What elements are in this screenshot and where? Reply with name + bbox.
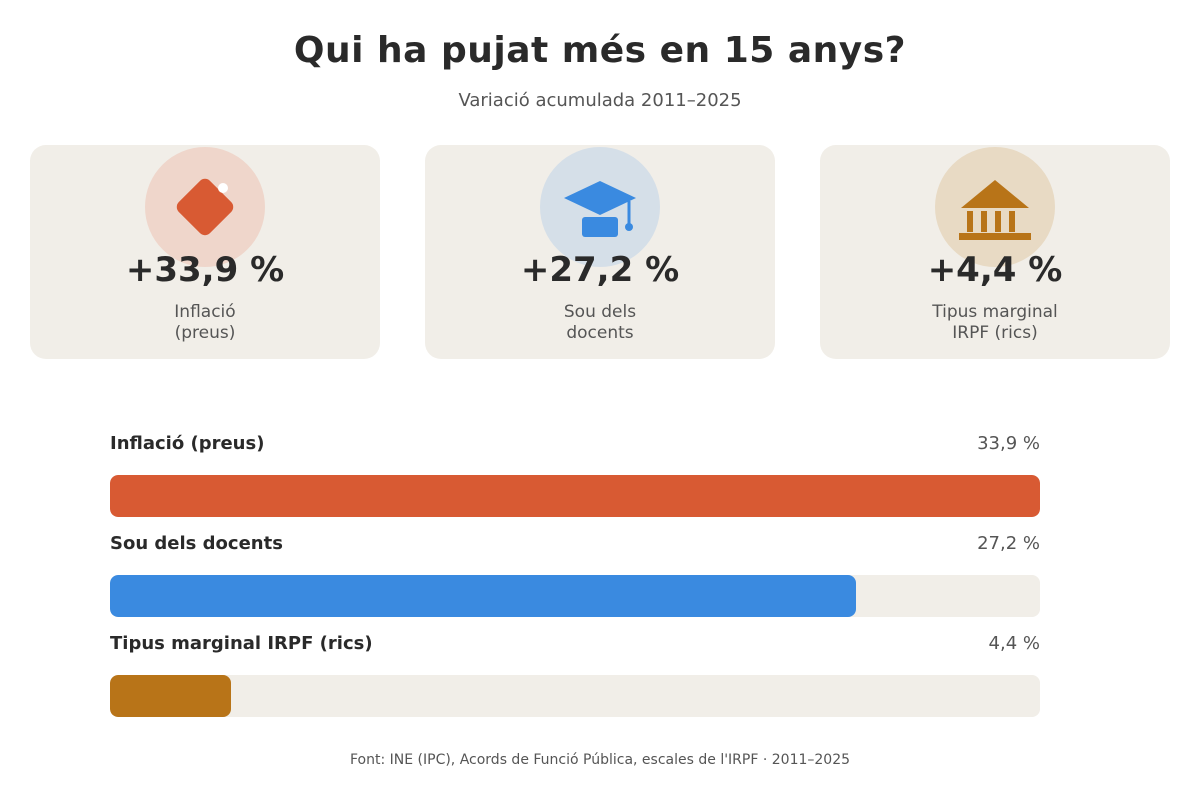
page-subtitle: Variació acumulada 2011–2025 — [458, 90, 742, 111]
stat-label-line: IRPF (rics) — [952, 323, 1038, 343]
stat-label-line: Inflació — [174, 302, 236, 322]
icon-circle-irpf — [935, 147, 1055, 267]
stat-label-line: Sou dels — [563, 302, 637, 322]
bank-building-icon — [959, 180, 1031, 240]
bar-track-irpf — [110, 675, 1040, 717]
bar-label-teachers: Sou dels docents — [110, 533, 283, 554]
graduation-cap-icon — [564, 181, 636, 237]
stat-value: +27,2 % — [520, 250, 680, 290]
stat-value: +33,9 % — [125, 250, 285, 290]
icon-circle-inflation — [145, 147, 265, 267]
stat-label: Sou dels docents — [425, 302, 775, 344]
stat-label-line: docents — [566, 323, 634, 343]
bar-value-teachers: 27,2 % — [977, 533, 1040, 554]
stat-card-inflation: +33,9 % Inflació (preus) — [30, 145, 380, 359]
stat-label: Tipus marginal IRPF (rics) — [820, 302, 1170, 344]
source-note: Font: INE (IPC), Acords de Funció Públic… — [349, 752, 851, 768]
page-title: Qui ha pujat més en 15 anys? — [293, 30, 907, 71]
bar-track-teachers — [110, 575, 1040, 617]
icon-circle-teachers — [540, 147, 660, 267]
bar-value-irpf: 4,4 % — [988, 633, 1040, 654]
bar-fill-teachers — [110, 575, 856, 617]
stat-label-line: (preus) — [174, 323, 236, 343]
bar-fill-irpf — [110, 675, 231, 717]
bar-label-inflation: Inflació (preus) — [110, 433, 265, 454]
stat-value: +4,4 % — [927, 250, 1063, 290]
stat-label: Inflació (preus) — [30, 302, 380, 344]
price-tag-icon — [176, 178, 234, 236]
stat-card-teachers: +27,2 % Sou dels docents — [425, 145, 775, 359]
stat-label-line: Tipus marginal — [932, 302, 1058, 322]
bar-fill-inflation — [110, 475, 1040, 517]
stat-card-irpf: +4,4 % Tipus marginal IRPF (rics) — [820, 145, 1170, 359]
bar-value-inflation: 33,9 % — [977, 433, 1040, 454]
bar-track-inflation — [110, 475, 1040, 517]
bar-label-irpf: Tipus marginal IRPF (rics) — [110, 633, 373, 654]
